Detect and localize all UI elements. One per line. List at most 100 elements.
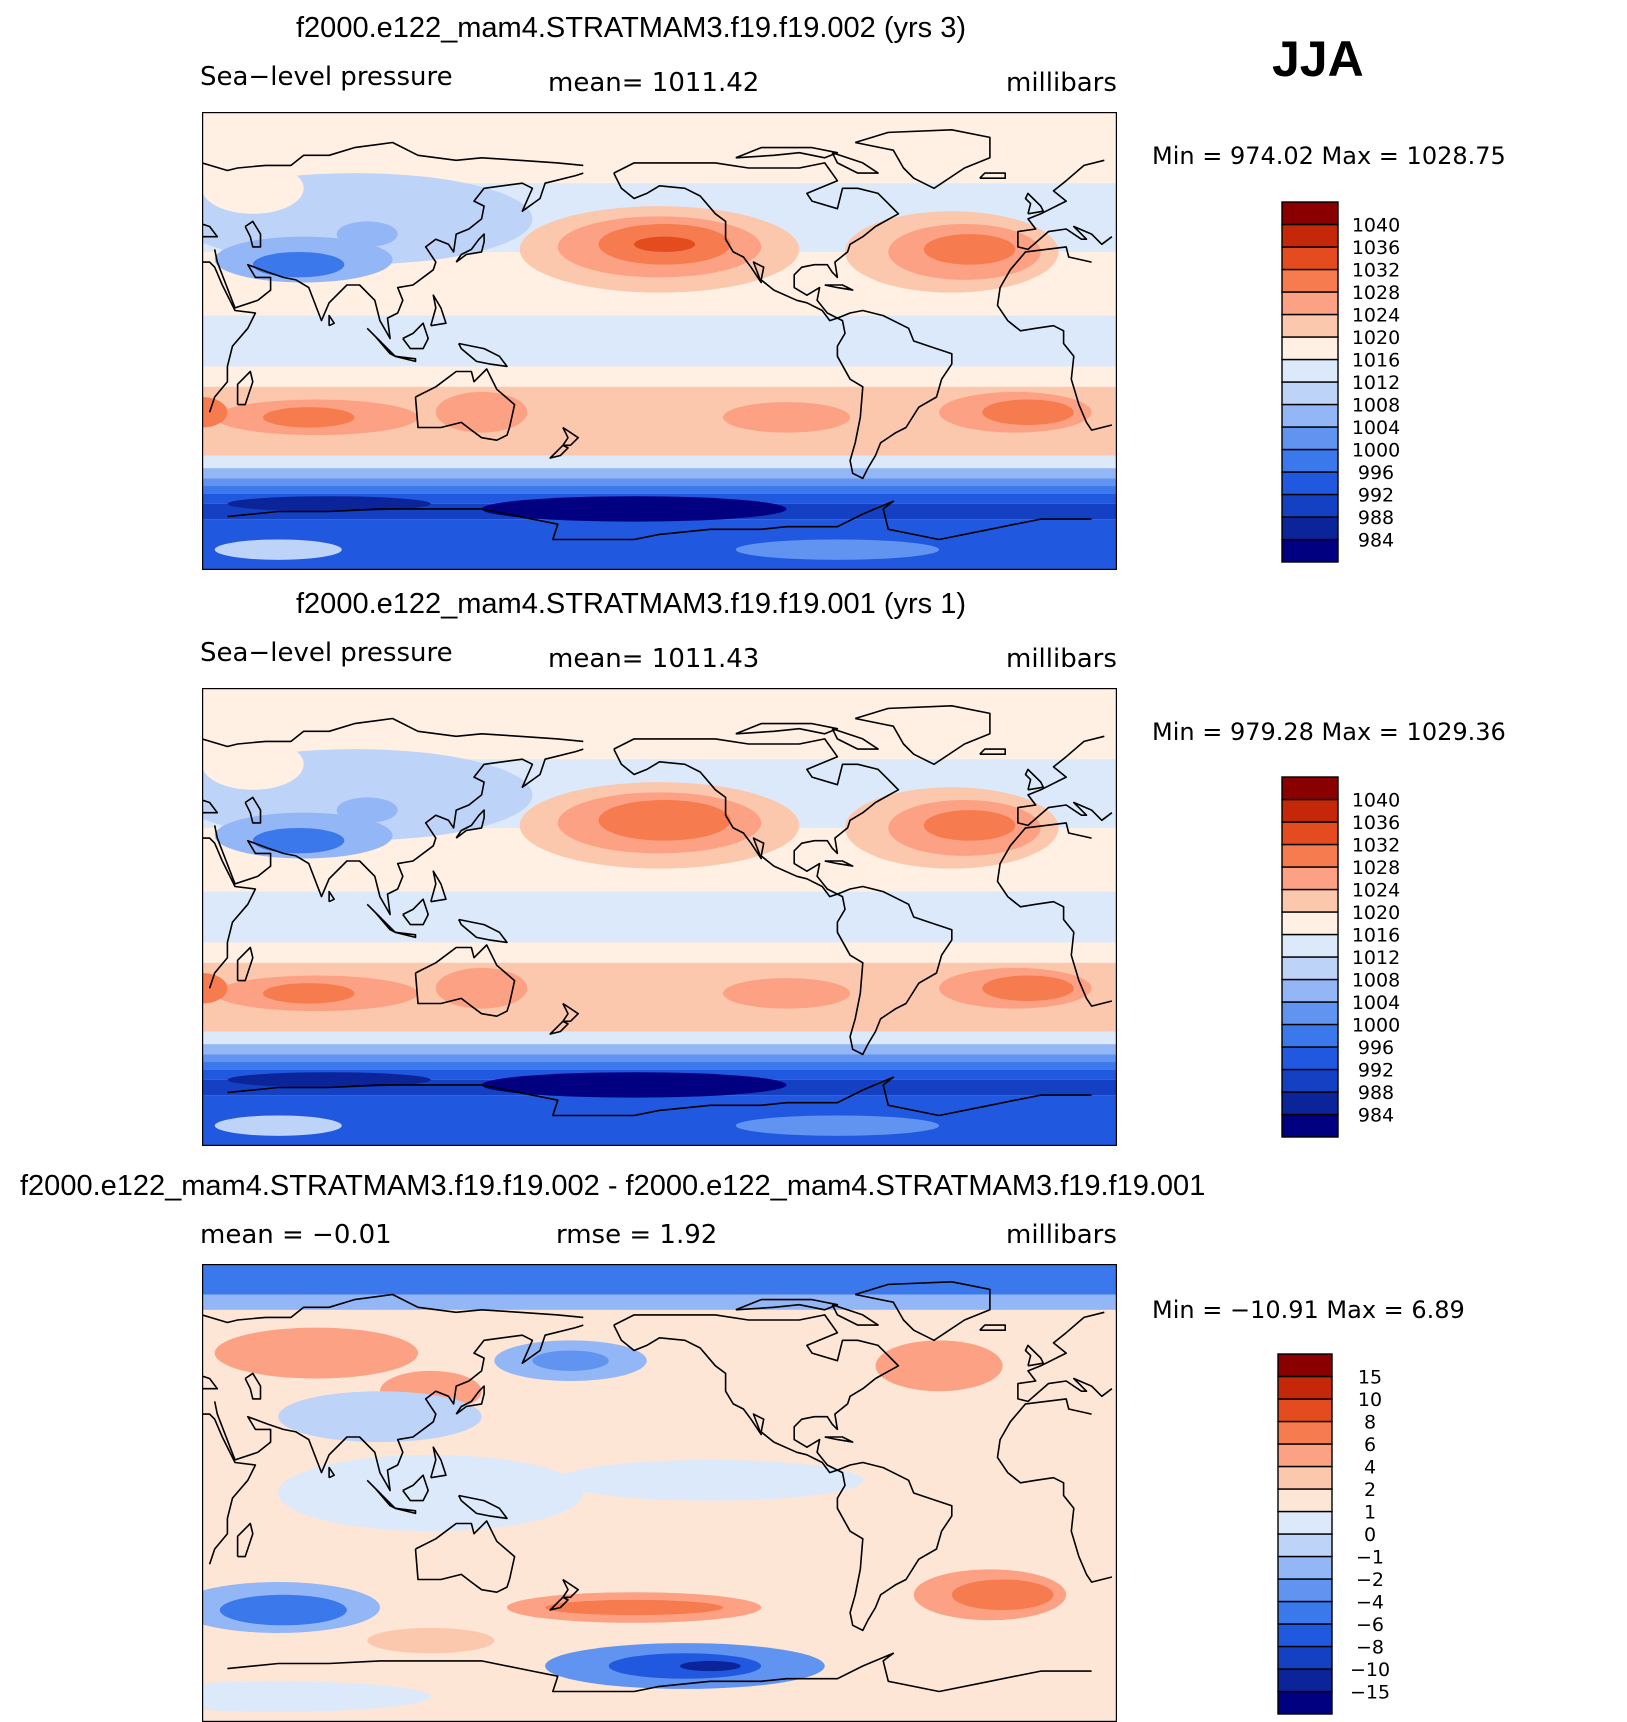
coastline — [202, 159, 1113, 251]
colorbar-box — [1281, 1091, 1339, 1116]
antarctic-plateau — [214, 1115, 342, 1136]
coastline — [395, 355, 417, 363]
southern-trough-core — [481, 1072, 787, 1098]
coastline — [414, 944, 516, 1017]
coastline — [457, 1494, 508, 1520]
coastline — [236, 370, 254, 406]
coastline — [430, 294, 447, 327]
band-992 — [202, 1062, 1117, 1070]
colorbar-box — [1277, 1420, 1333, 1445]
southern-trough-core — [481, 496, 787, 522]
colorbar-label: 1016 — [1352, 925, 1400, 947]
europe-ridge — [202, 738, 304, 790]
asia-low-core — [252, 827, 345, 854]
colorbar-label: 1028 — [1352, 282, 1400, 304]
colorbar-label: −15 — [1350, 1682, 1390, 1704]
panel2-title: f2000.e122_mam4.STRATMAM3.f19.f19.001 (y… — [296, 588, 966, 620]
band-992 — [202, 486, 1117, 494]
band-996 — [202, 1054, 1117, 1063]
safrica-high — [202, 972, 228, 1004]
colorbar-label: 1000 — [1352, 1015, 1400, 1037]
colorbar-label: 8 — [1364, 1412, 1376, 1434]
colorbar-label: 1 — [1364, 1502, 1376, 1524]
coastline — [613, 738, 900, 898]
colorbar-boxes — [1281, 776, 1339, 1138]
colorbar-box — [1277, 1623, 1333, 1648]
coastline — [562, 1578, 579, 1599]
colorbar-label: 1000 — [1352, 440, 1400, 462]
coastline — [735, 1298, 839, 1311]
colorbar-label: 1008 — [1352, 395, 1400, 417]
band-antarctic — [202, 519, 1117, 570]
pacific-high-inner — [598, 799, 731, 841]
colorbar-box — [1277, 1555, 1333, 1580]
colorbar-label: 15 — [1358, 1367, 1382, 1389]
panel3-title: f2000.e122_mam4.STRATMAM3.f19.f19.002 - … — [20, 1170, 1206, 1202]
arctic-negative-outer — [202, 1294, 1117, 1310]
colorbar-box — [1277, 1645, 1333, 1670]
colorbar-label: −2 — [1356, 1569, 1384, 1591]
colorbar-label: 2 — [1364, 1479, 1376, 1501]
coastline — [213, 748, 584, 916]
difference-field — [202, 1264, 1117, 1722]
coastline — [979, 172, 1006, 179]
pressure-field — [202, 688, 1117, 1146]
panel3-mean-label: mean = −0.01 — [200, 1220, 392, 1250]
colorbar-box — [1281, 776, 1339, 801]
coastline — [227, 500, 1092, 541]
colorbar-boxes — [1281, 201, 1339, 563]
colorbar-label: 1036 — [1352, 812, 1400, 834]
colorbar-label: −4 — [1356, 1592, 1384, 1614]
panel1-minmax-label: Min = 974.02 Max = 1028.75 — [1152, 142, 1506, 170]
colorbar-labels: 1040103610321028102410201016101210081004… — [1352, 215, 1400, 552]
panel1-units-label: millibars — [1006, 68, 1117, 98]
band-antarctic — [202, 1095, 1117, 1146]
amundsen-negative-min — [679, 1660, 741, 1672]
colorbar-box — [1281, 381, 1339, 406]
colorbar-box — [1277, 1600, 1333, 1625]
coastlines — [202, 1281, 1113, 1693]
colorbar-box — [1281, 1068, 1339, 1093]
colorbar-label: 1024 — [1352, 880, 1400, 902]
band-996 — [202, 478, 1117, 487]
safrica-high — [202, 396, 228, 428]
coastline — [227, 1652, 1092, 1693]
coastline — [395, 931, 417, 939]
pacific-south-high — [723, 978, 851, 1009]
antarctic-west — [735, 539, 940, 560]
coastline — [366, 1479, 396, 1510]
colorbar-label: 1032 — [1352, 260, 1400, 282]
band-arctic-1012 — [202, 112, 1117, 184]
colorbar-label: 1004 — [1352, 992, 1400, 1014]
indian-high-inner — [263, 983, 355, 1004]
coastline — [328, 314, 335, 327]
coastline — [613, 1314, 900, 1474]
coastline — [457, 918, 508, 944]
colorbar-label: 4 — [1364, 1457, 1376, 1479]
coastline — [402, 898, 429, 926]
colorbar-label: 988 — [1358, 507, 1394, 529]
coastline — [213, 172, 584, 340]
colorbar-box — [1281, 798, 1339, 823]
colorbar-label: 1040 — [1352, 215, 1400, 237]
arctic-negative — [202, 1264, 1117, 1295]
indian-southern-core — [219, 1594, 347, 1626]
coastline — [562, 426, 579, 447]
mongolia-low — [336, 221, 398, 247]
coastline — [831, 1303, 879, 1326]
colorbar-box — [1277, 1690, 1333, 1715]
atlantic-high-inner — [982, 399, 1074, 425]
band-1012-south — [202, 942, 1117, 963]
colorbar-box — [1281, 911, 1339, 936]
panel2-units-label: millibars — [1006, 644, 1117, 674]
colorbar-box — [1281, 448, 1339, 473]
maritime-negative — [278, 1454, 584, 1532]
colorbar-box — [1281, 843, 1339, 868]
colorbar-label: 1032 — [1352, 835, 1400, 857]
coastline — [549, 444, 569, 459]
band-1000 — [202, 1044, 1117, 1055]
colorbar-box — [1277, 1443, 1333, 1468]
panel1-variable-label: Sea−level pressure — [200, 62, 453, 92]
coastline — [457, 342, 508, 368]
colorbar-label: 1028 — [1352, 857, 1400, 879]
